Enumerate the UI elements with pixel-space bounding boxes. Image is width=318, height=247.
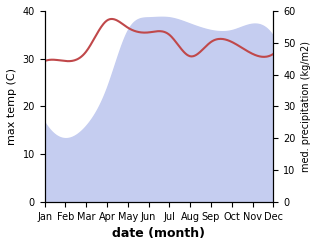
X-axis label: date (month): date (month) [113, 227, 205, 240]
Y-axis label: med. precipitation (kg/m2): med. precipitation (kg/m2) [301, 41, 311, 172]
Y-axis label: max temp (C): max temp (C) [7, 68, 17, 145]
